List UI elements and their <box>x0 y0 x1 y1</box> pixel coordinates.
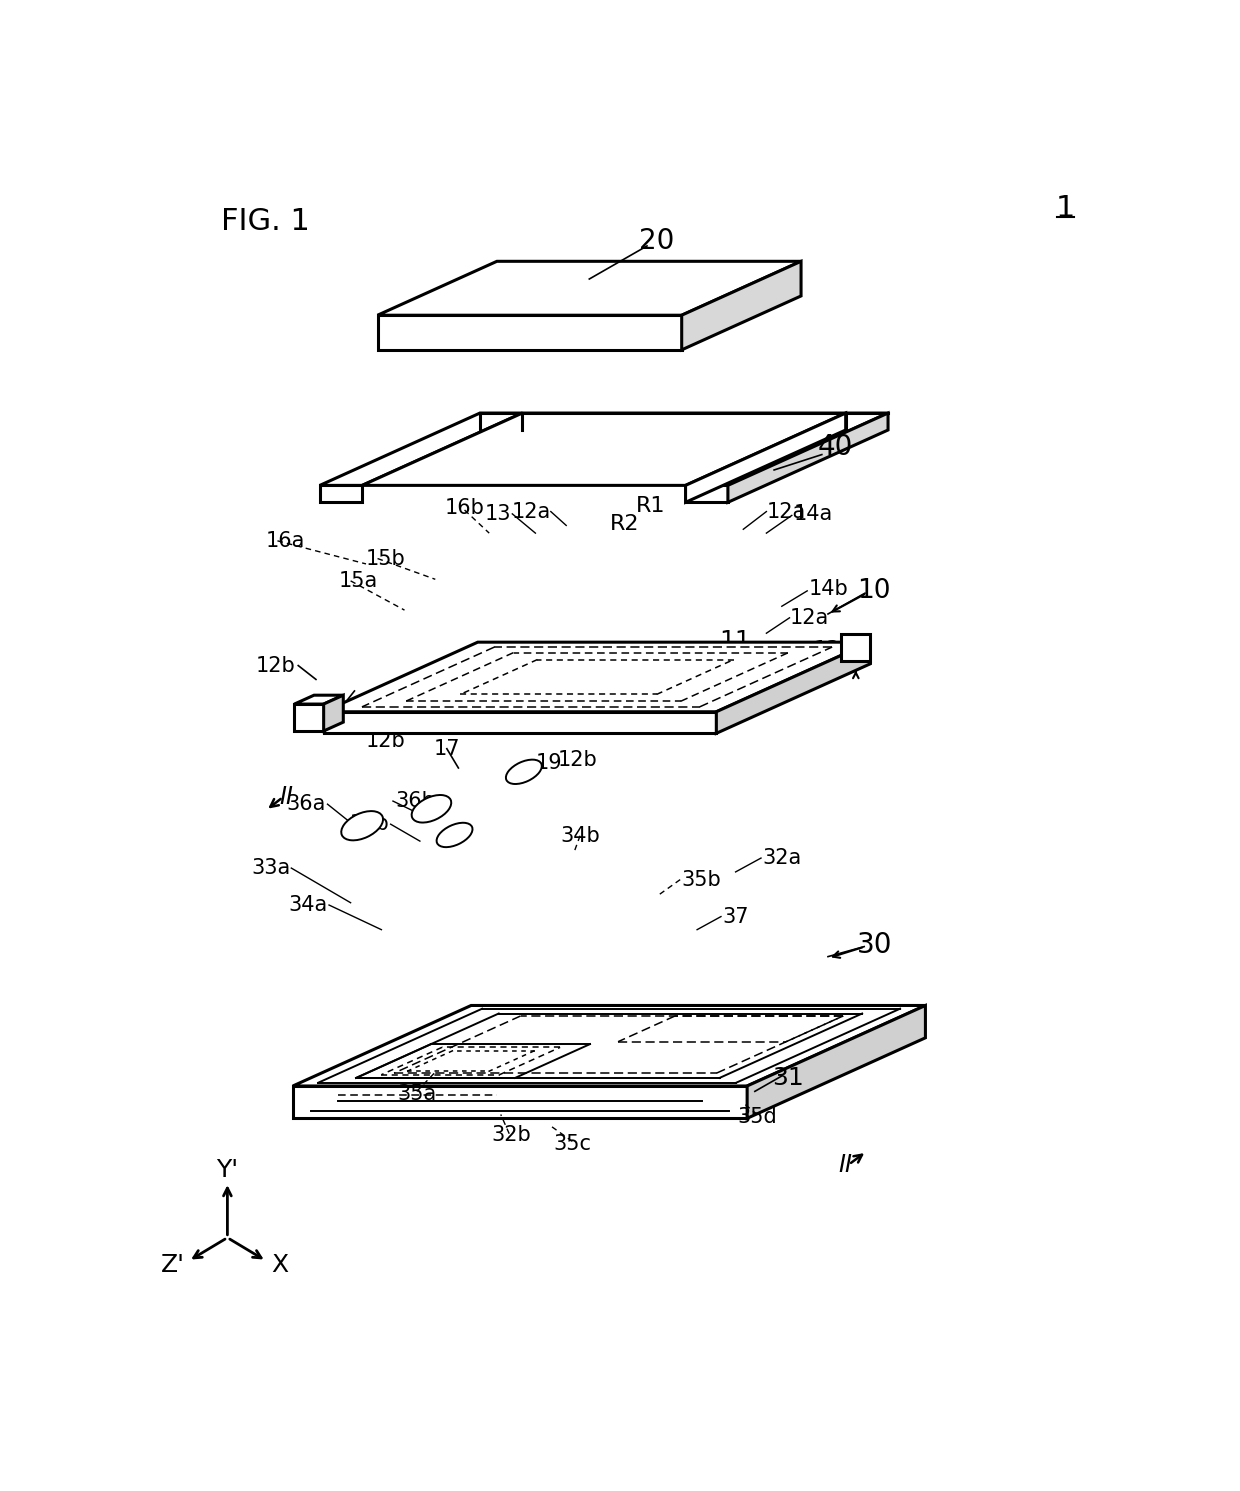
Text: 14b: 14b <box>808 580 848 599</box>
Polygon shape <box>320 486 362 502</box>
Text: 12a: 12a <box>512 501 551 522</box>
Text: 19: 19 <box>536 753 562 772</box>
Text: Z': Z' <box>161 1252 185 1276</box>
Text: X: X <box>272 1252 289 1276</box>
Text: 20: 20 <box>640 227 675 255</box>
Polygon shape <box>293 1085 748 1118</box>
Text: 32a: 32a <box>763 848 802 868</box>
Text: 14a: 14a <box>794 504 832 523</box>
Text: 13: 13 <box>485 504 511 523</box>
Polygon shape <box>293 1005 925 1085</box>
Text: 36b: 36b <box>396 792 435 811</box>
Text: 12a: 12a <box>790 608 828 628</box>
Ellipse shape <box>412 795 451 823</box>
Text: 12a: 12a <box>766 501 806 522</box>
Polygon shape <box>362 413 846 486</box>
Text: 35c: 35c <box>553 1133 591 1154</box>
Text: 17: 17 <box>434 738 460 759</box>
Text: R1: R1 <box>636 497 666 516</box>
Text: 36a: 36a <box>286 795 326 814</box>
Ellipse shape <box>436 823 472 847</box>
Text: 10: 10 <box>857 579 892 604</box>
Text: 31: 31 <box>773 1066 804 1090</box>
Text: 16a: 16a <box>265 531 305 550</box>
Text: II: II <box>280 786 294 810</box>
Text: 12b: 12b <box>366 731 405 751</box>
Text: 11: 11 <box>719 629 751 653</box>
Text: 35a: 35a <box>397 1084 436 1103</box>
Ellipse shape <box>341 811 383 841</box>
Text: 32b: 32b <box>491 1126 531 1145</box>
Text: 37: 37 <box>723 907 749 926</box>
Polygon shape <box>717 643 870 734</box>
Text: R2: R2 <box>610 514 640 534</box>
Polygon shape <box>748 1005 925 1118</box>
Polygon shape <box>324 695 343 731</box>
Text: 33a: 33a <box>252 857 290 878</box>
Text: 12b: 12b <box>558 750 598 771</box>
Polygon shape <box>841 635 870 662</box>
Text: 33b: 33b <box>350 814 389 833</box>
Text: 15a: 15a <box>339 571 378 590</box>
Polygon shape <box>728 413 888 502</box>
Text: 30: 30 <box>857 930 892 959</box>
Text: 35b: 35b <box>682 869 722 890</box>
Polygon shape <box>324 711 717 734</box>
Polygon shape <box>686 413 846 502</box>
Text: FIG. 1: FIG. 1 <box>221 207 310 236</box>
Text: II: II <box>838 1153 853 1176</box>
Polygon shape <box>686 413 888 486</box>
Ellipse shape <box>506 759 542 784</box>
Text: 40: 40 <box>818 432 853 461</box>
Text: Y': Y' <box>216 1159 238 1182</box>
Polygon shape <box>320 413 522 486</box>
Polygon shape <box>682 261 801 350</box>
Text: 16b: 16b <box>445 498 485 519</box>
Text: 18: 18 <box>312 696 339 716</box>
Polygon shape <box>377 315 682 350</box>
Text: 15b: 15b <box>366 549 405 568</box>
Text: 35d: 35d <box>738 1106 777 1127</box>
Polygon shape <box>294 704 324 731</box>
Text: 1: 1 <box>1055 194 1075 222</box>
Polygon shape <box>377 261 801 315</box>
Polygon shape <box>324 643 870 711</box>
Text: 13: 13 <box>815 640 841 661</box>
Text: 34a: 34a <box>288 895 327 915</box>
Polygon shape <box>686 486 728 502</box>
Text: 34b: 34b <box>560 826 600 845</box>
Polygon shape <box>294 695 343 704</box>
Text: 12b: 12b <box>255 656 295 675</box>
